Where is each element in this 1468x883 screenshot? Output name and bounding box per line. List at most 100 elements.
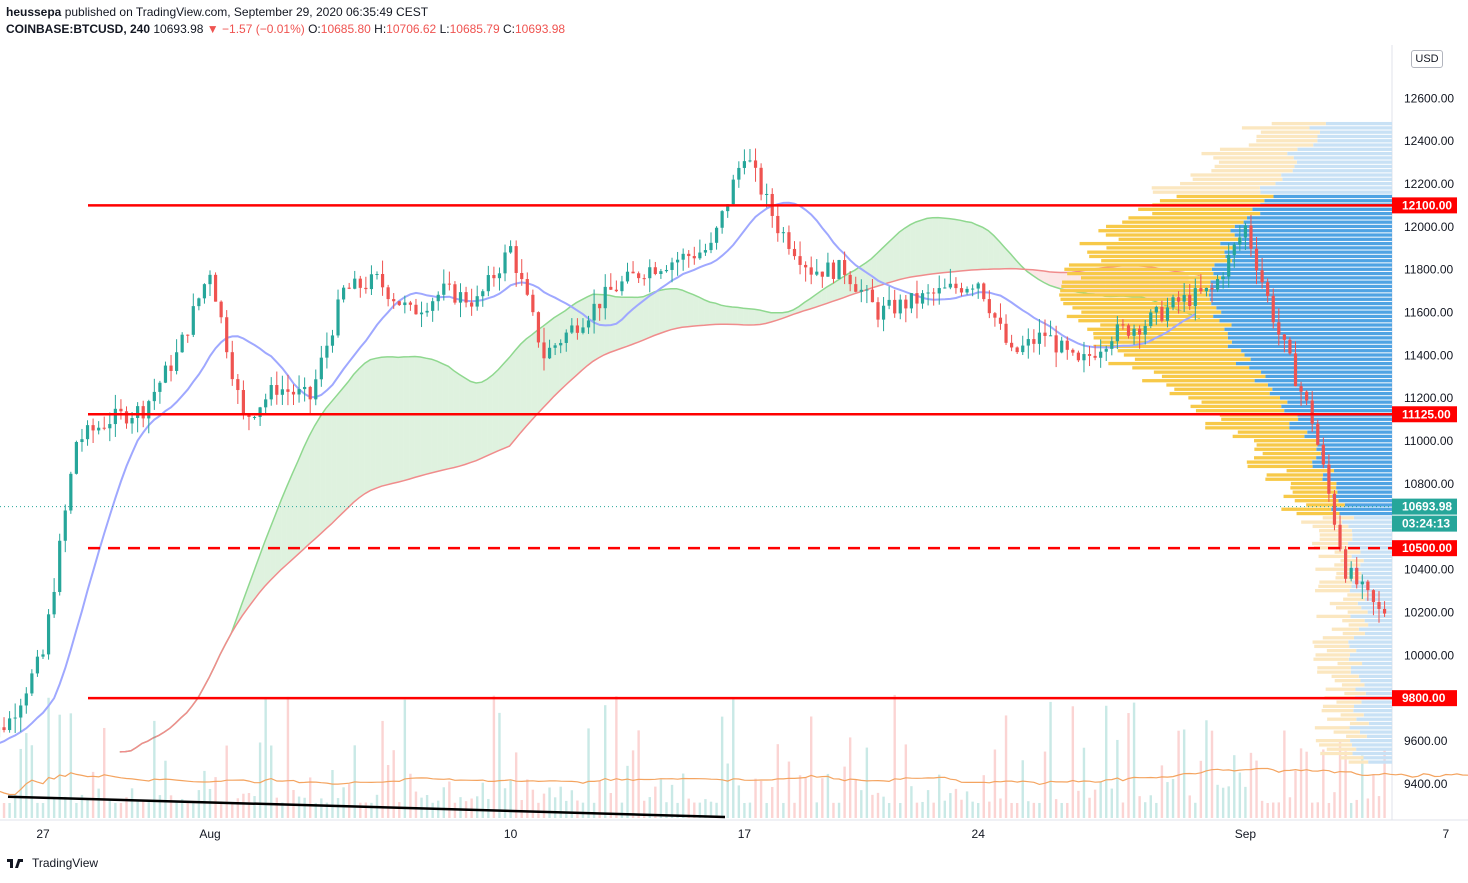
candle-body xyxy=(631,271,635,274)
volume-profile-bar-down xyxy=(1301,520,1343,524)
volume-bar xyxy=(1171,778,1175,818)
cloud-segment xyxy=(648,291,655,338)
candle-body xyxy=(136,406,140,418)
candle-body xyxy=(1349,567,1353,579)
volume-bar xyxy=(587,728,590,818)
candle-body xyxy=(971,288,975,290)
cloud-segment xyxy=(431,359,438,473)
candle-body xyxy=(536,312,541,343)
cloud-segment xyxy=(587,294,593,366)
volume-bar xyxy=(403,699,407,818)
volume-profile-bar-up xyxy=(1350,670,1392,674)
cloud-segment xyxy=(637,296,644,343)
candle-body xyxy=(581,327,585,333)
volume-profile-bar-up xyxy=(1353,709,1392,713)
candle-body xyxy=(993,313,997,318)
cloud-segment xyxy=(286,473,293,565)
volume-bar xyxy=(954,788,958,818)
volume-bar xyxy=(219,801,223,818)
volume-bar xyxy=(598,781,601,818)
candle-body xyxy=(475,296,479,307)
leading-span-b xyxy=(119,264,1200,753)
volume-profile-bar-up xyxy=(1208,293,1392,297)
volume-bar xyxy=(1216,784,1219,818)
volume-bar xyxy=(971,801,974,818)
volume-bar xyxy=(325,802,329,818)
volume-profile-bar-up xyxy=(1294,164,1392,169)
trend-line xyxy=(7,795,726,819)
candle-body xyxy=(30,673,34,694)
volume-profile-bar-down xyxy=(1128,216,1248,220)
candle-body xyxy=(709,242,713,251)
volume-bar xyxy=(882,796,885,818)
volume-bar xyxy=(570,790,574,818)
volume-bar xyxy=(693,802,696,818)
volume-bar xyxy=(91,771,95,818)
candle-body xyxy=(2,727,6,731)
volume-profile-bar-up xyxy=(1250,357,1392,361)
volume-profile-bar-down xyxy=(1286,469,1335,473)
volume-bar xyxy=(1015,802,1019,818)
candle-body xyxy=(342,287,346,300)
volume-profile-bar-down xyxy=(1316,614,1351,619)
tenkan-line xyxy=(0,201,1196,744)
candle-body xyxy=(1254,248,1259,271)
volume-profile-bar-down xyxy=(1190,404,1282,409)
volume-bar xyxy=(347,784,351,818)
candle-body xyxy=(91,425,95,431)
volume-bar xyxy=(965,791,969,818)
cloud-segment xyxy=(910,221,916,278)
volume-profile-bar-up xyxy=(1349,644,1392,649)
volume-profile-bar-down xyxy=(1334,679,1361,683)
volume-bar xyxy=(949,793,952,818)
cloud-segment xyxy=(537,326,543,414)
level-price-label-bg xyxy=(1392,406,1457,423)
candle-body xyxy=(470,302,474,307)
bar-countdown-label-bg xyxy=(1392,515,1457,532)
volume-profile-bar-down xyxy=(1078,319,1220,323)
candle-body xyxy=(676,259,680,263)
cloud-segment xyxy=(759,310,766,325)
candle-body xyxy=(303,386,307,390)
candle-body xyxy=(219,301,223,318)
volume-bar xyxy=(704,799,707,818)
candle-body xyxy=(614,289,618,292)
candle-body xyxy=(525,279,529,295)
volume-profile-bar-down xyxy=(1161,374,1266,379)
volume-bar xyxy=(899,802,902,818)
volume-profile-bar-up xyxy=(1362,661,1392,666)
volume-profile-bar-down xyxy=(1336,571,1362,576)
volume-bar xyxy=(476,796,479,818)
candle-body xyxy=(737,167,741,180)
volume-profile-bar-up xyxy=(1269,391,1392,396)
volume-profile-bar-down xyxy=(1122,220,1244,224)
volume-bar xyxy=(459,797,462,818)
currency-button[interactable]: USD xyxy=(1411,50,1443,68)
candle-body xyxy=(397,301,401,306)
candle-body xyxy=(1121,324,1125,326)
candle-body xyxy=(97,427,101,431)
volume-bar xyxy=(765,802,768,818)
volume-profile-bar-up xyxy=(1254,379,1392,383)
volume-bar xyxy=(281,802,284,818)
volume-bar xyxy=(709,801,713,818)
volume-profile-bar-up xyxy=(1249,366,1392,370)
candle-body xyxy=(826,262,830,277)
cloud-segment xyxy=(693,294,699,327)
volume-bar xyxy=(1160,765,1164,818)
candle-body xyxy=(486,275,490,292)
candle-body xyxy=(492,275,496,279)
volume-profile-bar-up xyxy=(1304,434,1392,439)
volume-bar xyxy=(576,800,579,818)
volume-bar xyxy=(303,797,306,818)
volume-profile-bar-down xyxy=(1079,241,1221,246)
volume-bar xyxy=(125,797,128,818)
cloud-segment xyxy=(359,363,365,498)
volume-profile-bar-down xyxy=(1138,207,1253,211)
x-tick-label: 10 xyxy=(504,827,518,841)
volume-bar xyxy=(531,789,535,818)
volume-bar xyxy=(1149,795,1152,818)
volume-profile-bar-up xyxy=(1348,524,1392,529)
volume-profile-bar-up xyxy=(1293,156,1392,160)
